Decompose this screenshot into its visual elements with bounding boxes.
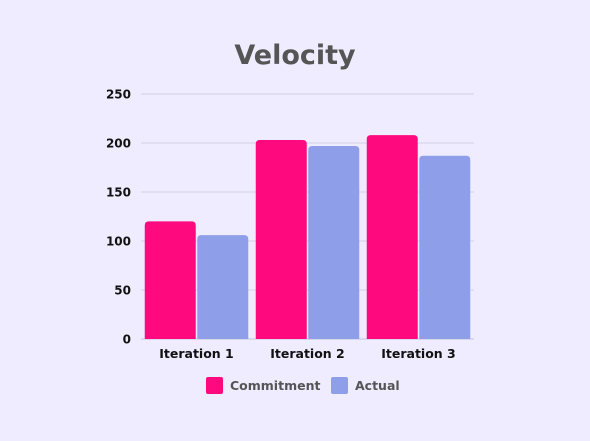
gridlines (141, 93, 474, 340)
legend-item-actual: Actual (331, 377, 400, 394)
y-tick-label: 100 (106, 235, 131, 249)
x-category-label: Iteration 3 (381, 346, 456, 361)
y-tick-label: 250 (106, 88, 131, 102)
x-category-label: Iteration 2 (270, 346, 345, 361)
bar-actual-1 (197, 235, 249, 339)
bar-commitment-2 (255, 140, 307, 339)
legend-label: Commitment (230, 378, 320, 393)
y-tick-label: 0 (123, 333, 131, 347)
bar-actual-2 (308, 145, 360, 339)
y-tick-label: 200 (106, 137, 131, 151)
y-tick-label: 50 (114, 284, 131, 298)
legend-item-commitment: Commitment (206, 377, 320, 394)
legend-swatch (331, 377, 348, 394)
y-tick-label: 150 (106, 186, 131, 200)
y-axis-ticks: 0 50 100 150 200 250 (106, 88, 131, 347)
x-category-label: Iteration 1 (159, 346, 234, 361)
x-axis-categories: Iteration 1 Iteration 2 Iteration 3 (159, 346, 456, 361)
chart-title: Velocity (234, 40, 356, 71)
legend-label: Actual (355, 378, 400, 393)
bar-commitment-3 (366, 135, 418, 339)
bars (144, 135, 471, 339)
legend: Commitment Actual (206, 377, 400, 394)
legend-swatch (206, 377, 223, 394)
bar-actual-3 (419, 155, 471, 339)
bar-commitment-1 (144, 221, 196, 339)
